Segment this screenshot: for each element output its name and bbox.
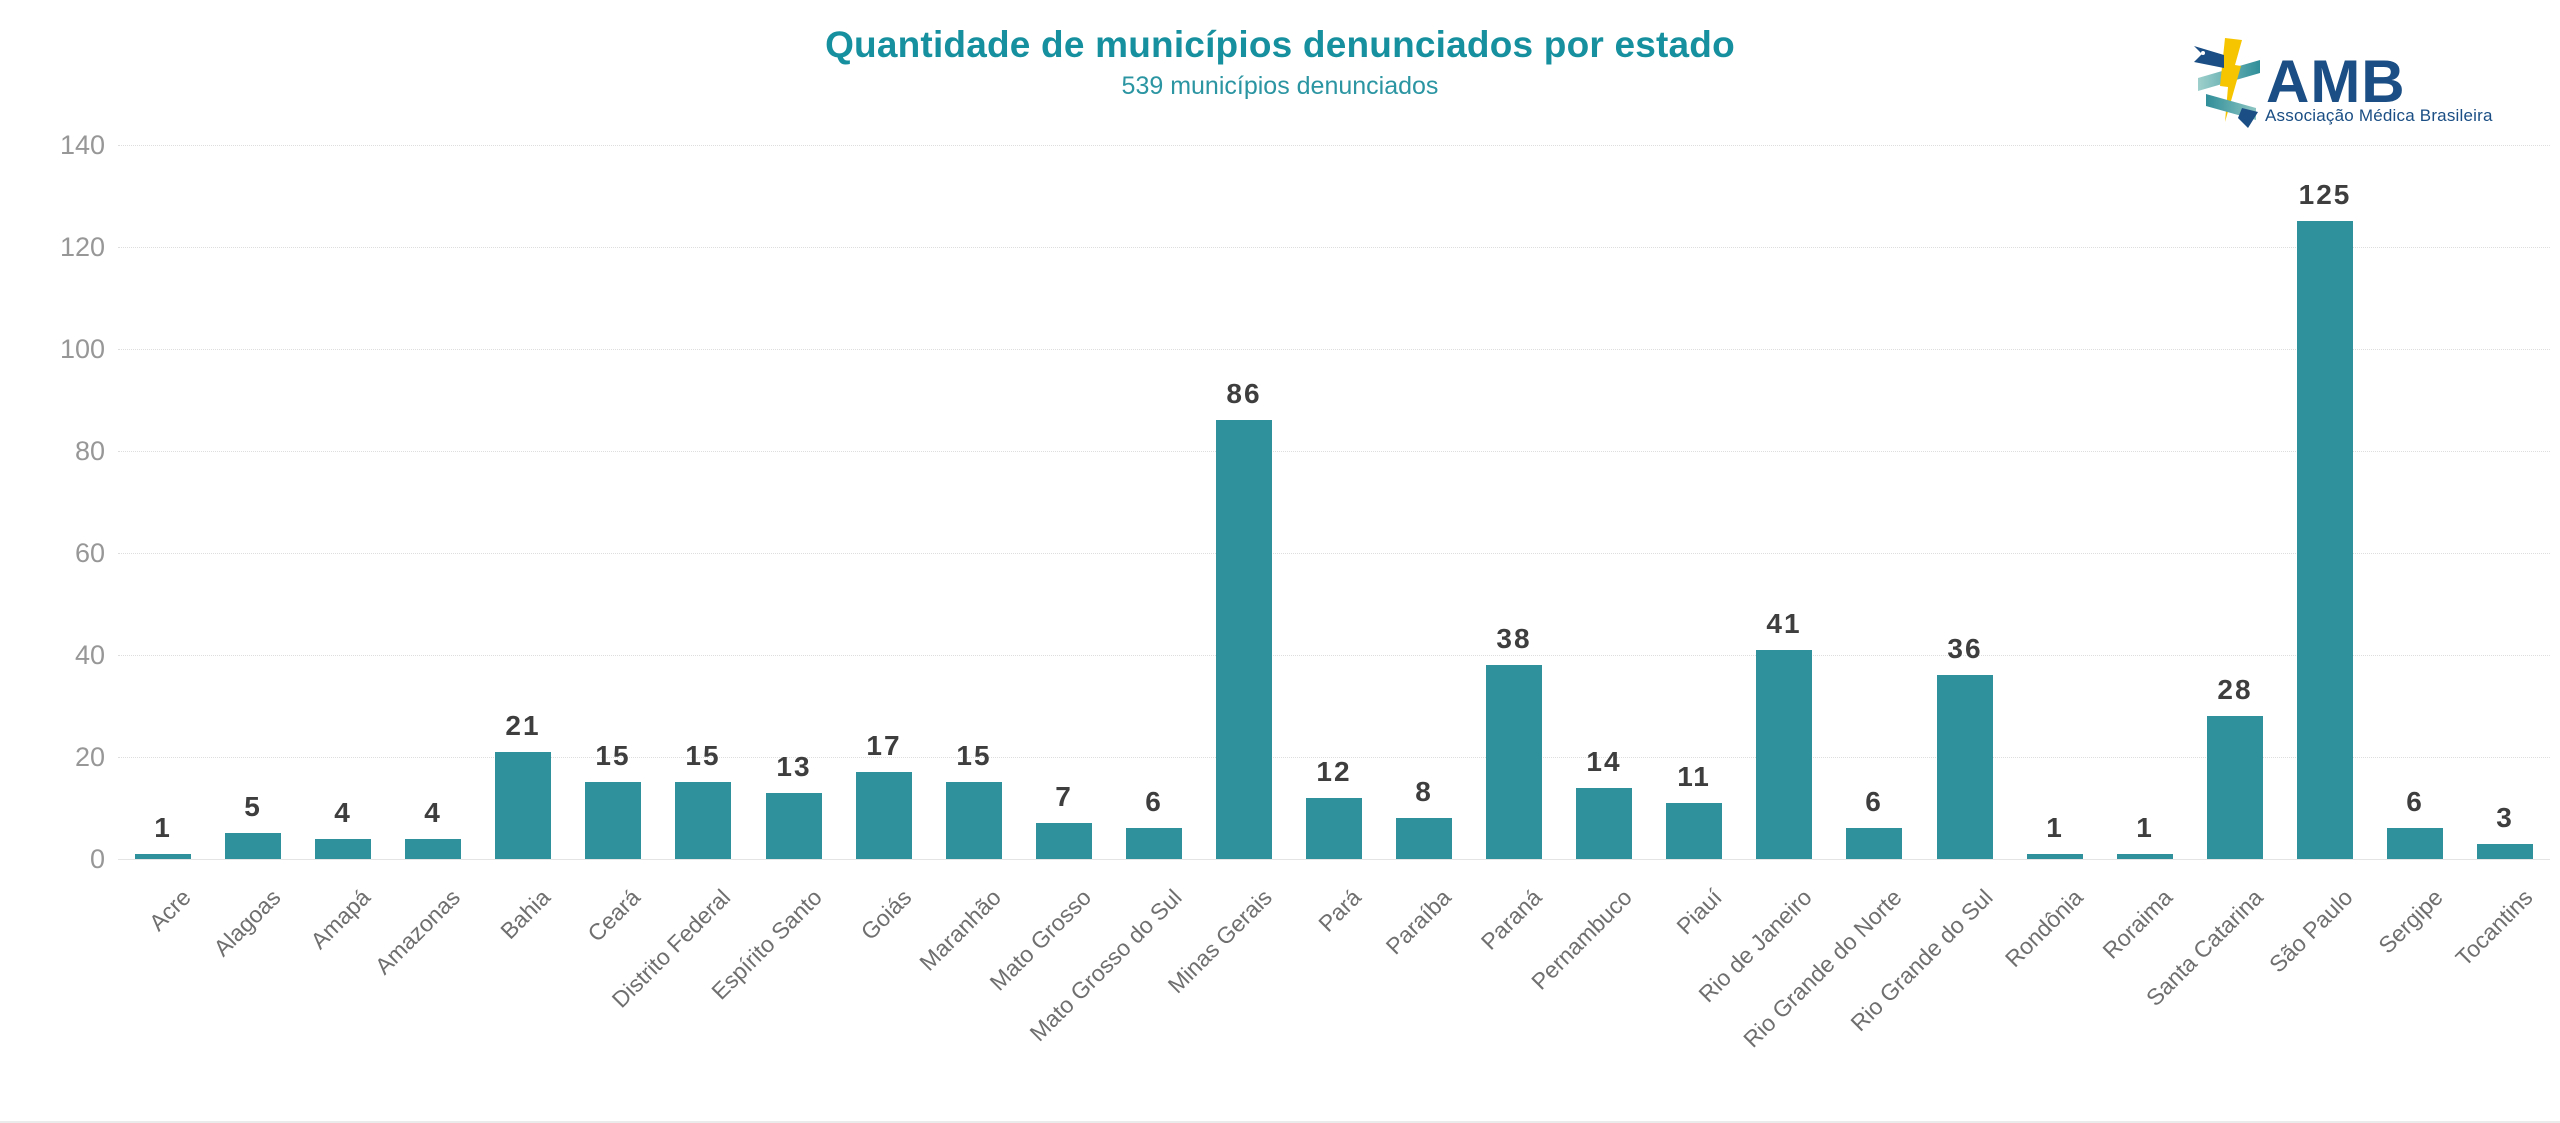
bar bbox=[2387, 828, 2443, 859]
bar bbox=[2207, 716, 2263, 859]
y-axis-tick-label: 20 bbox=[74, 742, 105, 772]
x-axis-category-label: Sergipe bbox=[2372, 884, 2448, 959]
bar-value-label: 4 bbox=[334, 797, 352, 828]
y-axis-tick-label: 80 bbox=[74, 436, 105, 466]
bar-value-label: 15 bbox=[595, 740, 631, 771]
y-axis-tick-label: 40 bbox=[74, 640, 105, 670]
gridline bbox=[118, 349, 2550, 350]
bar-value-label: 11 bbox=[1677, 761, 1711, 792]
page-title: Quantidade de municípios denunciados por… bbox=[825, 24, 1735, 65]
bar bbox=[1937, 675, 1993, 859]
bar bbox=[1846, 828, 1902, 859]
caduceus-icon bbox=[2194, 38, 2260, 128]
x-axis-category-label: Rondônia bbox=[1999, 884, 2088, 973]
bar bbox=[1396, 818, 1452, 859]
y-axis-tick-label: 100 bbox=[59, 334, 105, 364]
x-axis-category-label: Roraima bbox=[2097, 884, 2178, 964]
bar-value-label: 6 bbox=[1145, 786, 1163, 817]
gridline bbox=[118, 655, 2550, 656]
x-axis-category-label: Amazonas bbox=[370, 884, 466, 980]
bar bbox=[135, 854, 191, 859]
bar bbox=[1666, 803, 1722, 859]
x-axis-category-label: Amapá bbox=[305, 884, 376, 954]
bar-value-label: 4 bbox=[424, 797, 442, 828]
bar-value-label: 7 bbox=[1055, 781, 1073, 812]
bar-value-label: 86 bbox=[1226, 378, 1262, 409]
bar-value-label: 28 bbox=[2217, 674, 2253, 705]
bar-value-label: 21 bbox=[505, 710, 541, 741]
gridline bbox=[118, 553, 2550, 554]
bar bbox=[1306, 798, 1362, 859]
bar-value-label: 15 bbox=[685, 740, 721, 771]
bar-value-label: 17 bbox=[866, 730, 902, 761]
x-axis-category-label: Alagoas bbox=[208, 884, 286, 962]
x-axis-category-label: Tocantins bbox=[2450, 884, 2538, 972]
bar bbox=[2117, 854, 2173, 859]
y-axis-tick-label: 140 bbox=[59, 130, 105, 160]
x-axis-category-label: Goiás bbox=[855, 884, 917, 945]
bar-value-label: 1 bbox=[154, 812, 172, 843]
bar bbox=[495, 752, 551, 859]
gridline bbox=[118, 247, 2550, 248]
bar-value-label: 5 bbox=[244, 791, 262, 822]
amb-logo: AMB Associação Médica Brasileira bbox=[2190, 18, 2492, 128]
y-axis-tick-label: 0 bbox=[89, 844, 105, 874]
bar-value-label: 3 bbox=[2496, 802, 2514, 833]
bar-value-label: 12 bbox=[1316, 756, 1352, 787]
x-axis-category-label: Maranhão bbox=[914, 884, 1007, 976]
x-axis-category-label: Acre bbox=[143, 884, 196, 936]
x-axis-category-label: Paraná bbox=[1475, 884, 1547, 955]
bar bbox=[1036, 823, 1092, 859]
bar-value-label: 36 bbox=[1947, 633, 1983, 664]
bar-value-label: 1 bbox=[2046, 812, 2064, 843]
bar-value-label: 8 bbox=[1415, 776, 1433, 807]
y-axis-tick-label: 120 bbox=[59, 232, 105, 262]
bar bbox=[1576, 788, 1632, 859]
bar-value-label: 15 bbox=[956, 740, 992, 771]
bar bbox=[1126, 828, 1182, 859]
x-axis-category-label: Piauí bbox=[1670, 884, 1727, 940]
bar bbox=[225, 833, 281, 859]
gridline bbox=[118, 757, 2550, 758]
gridline bbox=[118, 451, 2550, 452]
x-axis-category-label: Pará bbox=[1313, 884, 1367, 937]
bar bbox=[2027, 854, 2083, 859]
bar-value-label: 13 bbox=[776, 751, 812, 782]
x-axis-category-label: Mato Grosso do Sul bbox=[1024, 884, 1187, 1047]
bar bbox=[315, 839, 371, 859]
x-axis-category-label: São Paulo bbox=[2263, 884, 2358, 978]
logo-tagline: Associação Médica Brasileira bbox=[2265, 106, 2493, 125]
bar bbox=[1216, 420, 1272, 859]
y-axis-tick-label: 60 bbox=[74, 538, 105, 568]
bar bbox=[585, 782, 641, 859]
bar bbox=[1486, 665, 1542, 859]
x-axis-category-label: Bahia bbox=[495, 884, 556, 944]
x-axis-category-label: Rio Grande do Norte bbox=[1737, 884, 1907, 1053]
bar-value-label: 41 bbox=[1766, 608, 1802, 639]
bar bbox=[946, 782, 1002, 859]
bar bbox=[766, 793, 822, 859]
bar bbox=[856, 772, 912, 859]
page-subtitle: 539 municípios denunciados bbox=[1121, 72, 1439, 100]
bar-value-label: 1 bbox=[2136, 812, 2154, 843]
logo-wordmark: AMB bbox=[2266, 48, 2406, 115]
gridline bbox=[118, 859, 2550, 860]
bar bbox=[405, 839, 461, 859]
bar-value-label: 38 bbox=[1496, 623, 1532, 654]
gridline bbox=[118, 145, 2550, 146]
bar bbox=[2477, 844, 2533, 859]
x-axis-category-label: Ceará bbox=[582, 884, 646, 947]
bar-value-label: 14 bbox=[1586, 746, 1622, 777]
bar-value-label: 6 bbox=[2406, 786, 2424, 817]
bar-value-label: 6 bbox=[1865, 786, 1883, 817]
bar bbox=[675, 782, 731, 859]
x-axis-category-label: Paraíba bbox=[1381, 884, 1457, 960]
bar-value-label: 125 bbox=[2298, 179, 2352, 210]
bar bbox=[2297, 221, 2353, 859]
bar bbox=[1756, 650, 1812, 859]
